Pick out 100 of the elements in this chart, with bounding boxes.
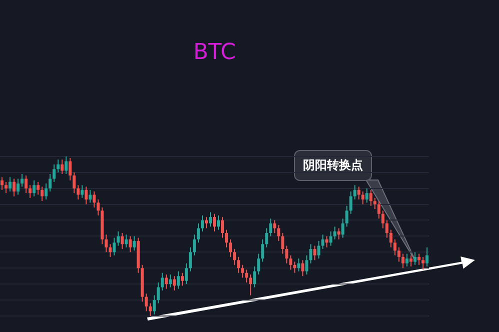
- candlestick: [365, 188, 368, 204]
- candlestick: [413, 252, 416, 266]
- candlestick: [421, 256, 424, 270]
- candlestick: [112, 237, 116, 256]
- candlestick: [301, 260, 304, 277]
- candlestick: [325, 236, 328, 248]
- candlestick: [349, 191, 352, 214]
- candlestick: [88, 189, 92, 204]
- candlestick: [188, 246, 192, 272]
- candlestick: [116, 230, 120, 246]
- candlestick: [341, 218, 344, 238]
- candlestick: [104, 234, 108, 253]
- candlestick: [305, 254, 308, 276]
- candlestick: [180, 272, 184, 286]
- candlestick: [397, 246, 400, 262]
- candlestick: [269, 218, 272, 237]
- candlestick: [144, 293, 148, 312]
- candlestick: [208, 212, 212, 228]
- candlestick: [293, 261, 296, 274]
- candlestick: [321, 234, 324, 250]
- candlestick: [44, 183, 48, 200]
- candlestick: [72, 172, 76, 194]
- candlestick: [80, 184, 84, 198]
- candlestick: [357, 186, 360, 200]
- candlestick: [409, 254, 412, 268]
- candlestick: [20, 173, 24, 188]
- candlestick: [281, 232, 284, 254]
- candlestick: [8, 176, 12, 192]
- candlestick: [369, 189, 372, 206]
- candlestick: [196, 222, 200, 244]
- candlestick: [337, 228, 340, 240]
- candlestick: [361, 191, 364, 205]
- candlestick: [313, 245, 316, 261]
- candlestick: [389, 229, 392, 248]
- candlestick: [172, 276, 176, 291]
- candlestick: [56, 159, 60, 173]
- candlestick: [92, 191, 96, 208]
- candlestick: [12, 178, 16, 197]
- candlestick: [176, 270, 180, 290]
- candlestick: [245, 269, 248, 283]
- candlestick: [297, 258, 300, 272]
- candlestick: [156, 282, 160, 304]
- candlestick: [0, 176, 4, 190]
- candlestick: [84, 186, 88, 205]
- candlestick: [184, 262, 188, 285]
- candlestick: [229, 238, 232, 258]
- candlestick: [200, 214, 204, 232]
- candlestick: [373, 197, 376, 210]
- candlestick: [221, 216, 224, 238]
- candlestick: [60, 159, 64, 174]
- candlestick: [96, 198, 100, 216]
- candlestick: [385, 220, 388, 238]
- candlestick: [204, 216, 208, 229]
- chart-title: BTC: [193, 40, 236, 65]
- candlestick: [381, 210, 384, 229]
- candlestick: [24, 175, 28, 194]
- candlestick: [68, 157, 72, 181]
- candlestick: [108, 244, 112, 258]
- candlestick: [52, 164, 56, 182]
- candlestick: [237, 256, 240, 274]
- candlestick: [128, 236, 132, 253]
- candlestick: [289, 254, 292, 270]
- candlestick: [217, 214, 220, 230]
- candlestick: [317, 240, 320, 260]
- candlestick: [261, 238, 264, 262]
- candlestick: [168, 274, 172, 288]
- candlestick: [164, 274, 168, 290]
- candlestick: [241, 264, 244, 278]
- candlestick: [124, 234, 128, 248]
- candlestick: [120, 232, 124, 250]
- candlestick: [329, 230, 332, 246]
- candlestick: [40, 186, 44, 202]
- candlestick: [273, 220, 276, 234]
- candlestick: [225, 229, 228, 248]
- candlestick: [4, 181, 8, 194]
- candlestick: [309, 244, 312, 264]
- candlestick: [212, 213, 216, 232]
- candlestick: [253, 266, 256, 288]
- candlestick: [393, 238, 396, 256]
- candlestick: [417, 253, 420, 266]
- candlestick: [192, 234, 196, 256]
- candlestick: [28, 184, 32, 198]
- candlestick: [377, 200, 380, 220]
- candlestick: [249, 274, 252, 296]
- candlestick: [425, 246, 428, 268]
- candlestick: [353, 184, 356, 200]
- candlestick: [64, 156, 68, 174]
- candlestick: [401, 253, 404, 269]
- candlestick: [36, 181, 40, 196]
- candlestick: [257, 253, 260, 276]
- candlestick: [265, 228, 268, 248]
- candlestick: [76, 184, 80, 200]
- candlestick: [345, 205, 348, 228]
- candlestick: [32, 180, 36, 197]
- candlestick: [152, 294, 156, 315]
- candlestick: [277, 224, 280, 242]
- candlestick: [16, 178, 20, 196]
- annotation: 阴阳转换点: [294, 150, 372, 181]
- candlestick: [285, 245, 288, 264]
- candlestick: [160, 272, 164, 291]
